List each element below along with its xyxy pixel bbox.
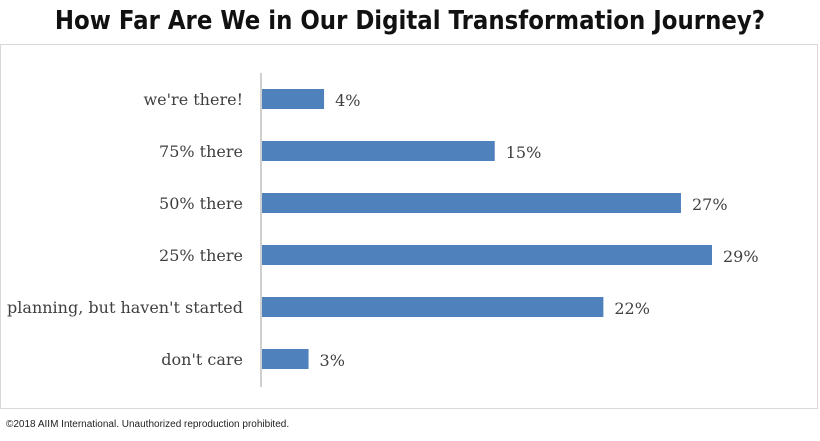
value-label: 27% [692, 195, 728, 214]
category-label: 75% there [159, 142, 243, 161]
value-label: 29% [723, 247, 759, 266]
bar-group: we're there! 4% 75% there 15% 50% there 27% 25… [7, 89, 759, 370]
value-label: 4% [335, 91, 360, 110]
bar [262, 297, 604, 317]
category-label: we're there! [143, 90, 243, 109]
bar [262, 89, 325, 109]
category-label: 50% there [159, 194, 243, 213]
category-label: planning, but haven't started [7, 298, 243, 317]
chart-frame [0, 44, 818, 409]
bar [262, 193, 681, 213]
value-label: 3% [320, 351, 345, 370]
category-label: 25% there [159, 246, 243, 265]
bar [262, 349, 309, 369]
copyright-notice: ©2018 AIIM International. Unauthorized r… [6, 419, 290, 430]
chart-title: How Far Are We in Our Digital Transforma… [54, 6, 766, 36]
category-label: don't care [161, 350, 243, 369]
value-label: 15% [506, 143, 542, 162]
value-label: 22% [614, 299, 650, 318]
bar [262, 141, 495, 161]
bar [262, 245, 712, 265]
bar-chart: we're there! 4% 75% there 15% 50% there 27% 25… [7, 73, 759, 387]
